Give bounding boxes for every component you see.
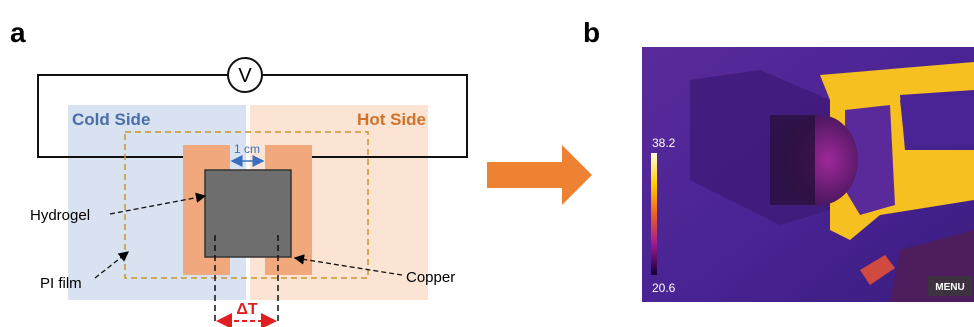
scale-max: 38.2 bbox=[652, 136, 676, 150]
pi-film-label: PI film bbox=[40, 275, 82, 292]
copper-label: Copper bbox=[406, 269, 455, 286]
thermal-image bbox=[642, 47, 974, 302]
scale-min: 20.6 bbox=[652, 281, 676, 295]
hydrogel-label: Hydrogel bbox=[30, 207, 90, 224]
hot-side-label: Hot Side bbox=[357, 110, 426, 129]
transition-arrow bbox=[487, 145, 592, 205]
panel-label: a bbox=[10, 17, 26, 48]
figure: a Cold Side Hot Side V 1 cm ΔT Hydrogel … bbox=[0, 0, 974, 327]
gap-label: 1 cm bbox=[234, 142, 260, 156]
voltmeter-label: V bbox=[238, 65, 252, 87]
hydrogel bbox=[205, 170, 291, 257]
panel-label: b bbox=[583, 17, 600, 48]
menu-button: MENU bbox=[935, 282, 964, 293]
delta-t-label: ΔT bbox=[236, 301, 258, 318]
cold-side-label: Cold Side bbox=[72, 110, 150, 129]
